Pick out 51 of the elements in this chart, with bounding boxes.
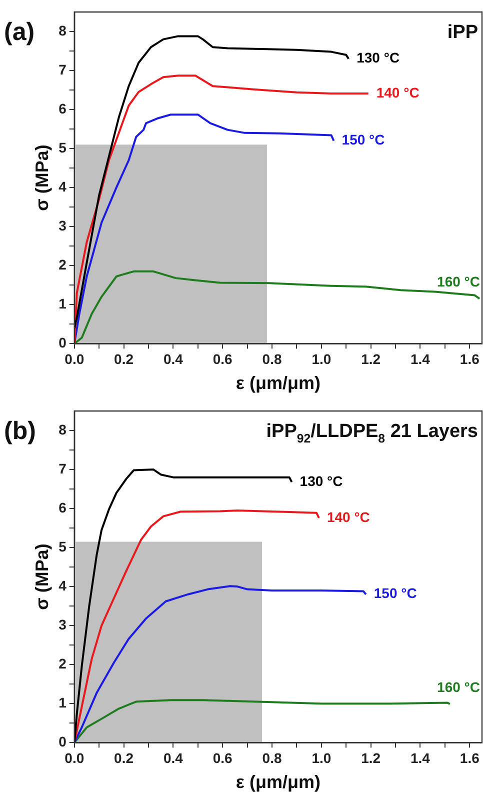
- y-tick-label: 4: [58, 577, 67, 594]
- y-axis-title: σ (MPa): [32, 544, 52, 610]
- series-label: 160 °C: [437, 678, 480, 695]
- x-tick-label: 1.4: [410, 750, 430, 766]
- y-tick-label: 8: [58, 22, 67, 38]
- y-tick-label: 5: [58, 538, 67, 554]
- series-label: 140 °C: [326, 508, 370, 525]
- series-label: 150 °C: [342, 132, 385, 148]
- x-tick-label: 0.2: [114, 750, 134, 766]
- x-tick-label: 0.8: [262, 350, 282, 367]
- series-label: 140 °C: [376, 84, 420, 100]
- x-tick-label: 1.6: [460, 350, 480, 367]
- x-tick-label: 0.6: [212, 750, 233, 766]
- x-tick-label: 0.6: [212, 350, 233, 367]
- text: (a): [4, 18, 35, 46]
- series-label: 150 °C: [374, 585, 417, 602]
- x-tick-label: 1.0: [312, 750, 332, 766]
- x-axis-title: ε (μm/μm): [236, 772, 320, 792]
- y-tick-label: 8: [58, 421, 67, 438]
- x-tick-label: 0.0: [64, 350, 84, 367]
- x-tick-label: 0.8: [262, 750, 282, 766]
- y-tick-label: 0: [58, 733, 67, 750]
- x-tick-label: 0.4: [163, 750, 184, 766]
- text: (b): [4, 417, 36, 445]
- y-tick-label: 0: [58, 334, 67, 350]
- x-tick-label: 1.4: [410, 350, 430, 367]
- x-tick-label: 1.2: [361, 750, 381, 766]
- x-tick-label: 0.2: [114, 350, 134, 367]
- y-tick-label: 6: [58, 499, 67, 516]
- y-tick-label: 2: [58, 256, 67, 272]
- y-axis-title: σ (MPa): [32, 144, 52, 211]
- y-tick-label: 7: [58, 61, 67, 78]
- y-tick-label: 3: [58, 616, 67, 632]
- y-tick-label: 6: [58, 100, 67, 116]
- x-tick-label: 0.0: [64, 750, 84, 766]
- x-tick-label: 0.4: [163, 350, 184, 367]
- y-tick-label: 2: [58, 655, 67, 672]
- y-tick-label: 4: [58, 178, 67, 194]
- series-label: 130 °C: [356, 50, 400, 66]
- y-tick-label: 1: [58, 295, 67, 312]
- y-tick-label: 5: [58, 139, 67, 156]
- x-tick-label: 1.2: [361, 350, 381, 367]
- x-tick-label: 1.6: [460, 750, 480, 766]
- x-axis-title: ε (μm/μm): [236, 373, 320, 394]
- y-tick-label: 1: [58, 694, 67, 710]
- series-label: 130 °C: [300, 472, 343, 489]
- y-tick-label: 3: [58, 217, 67, 234]
- y-tick-label: 7: [58, 460, 67, 476]
- x-tick-label: 1.0: [312, 350, 332, 367]
- text: iPP: [447, 22, 478, 43]
- series-label: 160 °C: [437, 274, 480, 290]
